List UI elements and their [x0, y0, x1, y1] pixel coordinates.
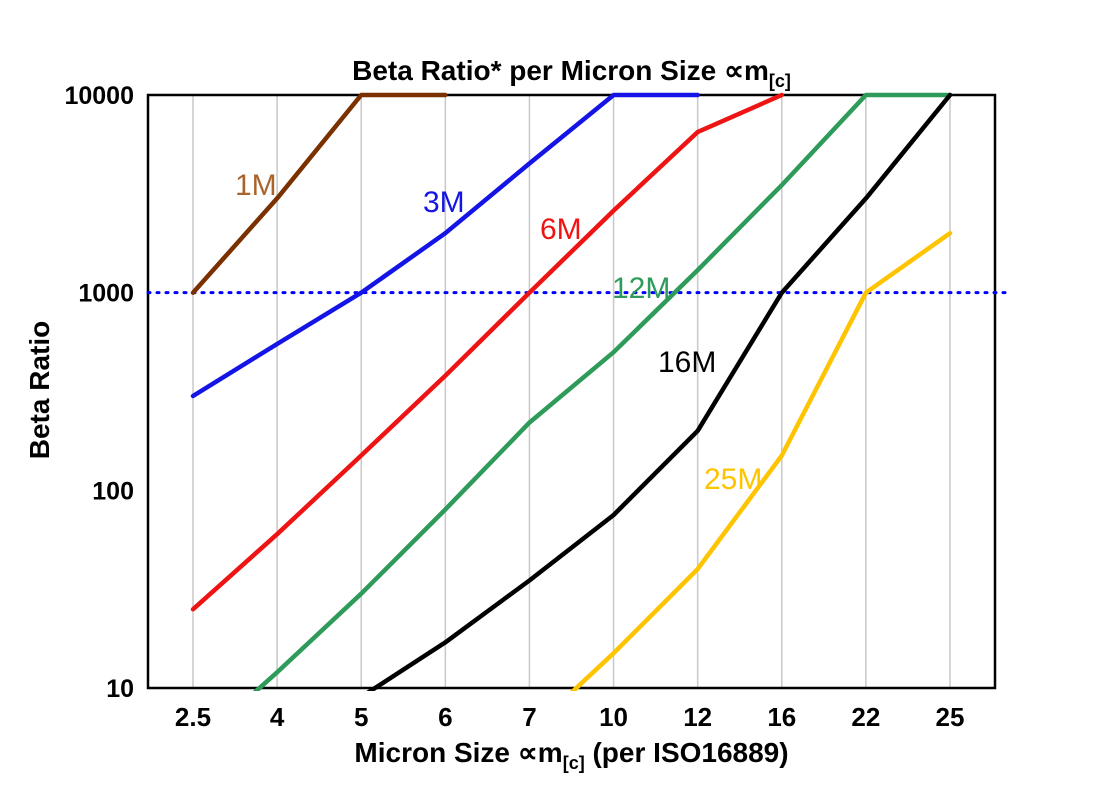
series-line-6M	[190, 92, 785, 612]
series-label-1M: 1M	[235, 169, 277, 202]
chart-title: Beta Ratio* per Micron Size ∝m[c]	[148, 54, 995, 91]
x-tick-5: 5	[354, 702, 368, 732]
x-axis-title-symbol: ∝m	[517, 737, 563, 768]
plot-border	[146, 93, 997, 690]
series-line-1M	[190, 92, 448, 295]
x-axis-title-subscript: [c]	[562, 753, 585, 773]
x-tick-16: 16	[767, 702, 796, 732]
series-line-12M	[252, 92, 953, 691]
x-tick-7: 7	[522, 702, 536, 732]
series-label-12M: 12M	[612, 272, 670, 305]
y-tick-10000: 10000	[64, 82, 134, 110]
x-tick-4: 4	[270, 702, 285, 732]
x-tick-2.5: 2.5	[175, 702, 211, 732]
y-tick-10: 10	[106, 675, 134, 703]
x-tick-25: 25	[936, 702, 965, 732]
x-tick-12: 12	[683, 702, 712, 732]
chart-title-symbol: ∝m	[723, 55, 769, 86]
series-label-25M: 25M	[704, 463, 762, 496]
x-tick-22: 22	[851, 702, 880, 732]
x-axis-title-text: Micron Size	[354, 737, 518, 768]
series-line-3M	[190, 92, 700, 399]
chart-title-subscript: [c]	[768, 71, 791, 91]
y-tick-100: 100	[92, 477, 134, 505]
series-line-16M	[366, 92, 953, 691]
series-label-6M: 6M	[540, 213, 582, 246]
y-tick-1000: 1000	[78, 280, 134, 308]
series-line-25M	[569, 230, 953, 691]
x-tick-6: 6	[438, 702, 452, 732]
x-axis-title-suffix: (per ISO16889)	[584, 737, 789, 768]
x-axis-title: Micron Size ∝m[c] (per ISO16889)	[148, 736, 995, 773]
chart-title-text: Beta Ratio* per Micron Size	[352, 55, 724, 86]
series-label-16M: 16M	[658, 346, 716, 379]
series-label-3M: 3M	[423, 186, 465, 219]
x-tick-10: 10	[599, 702, 628, 732]
